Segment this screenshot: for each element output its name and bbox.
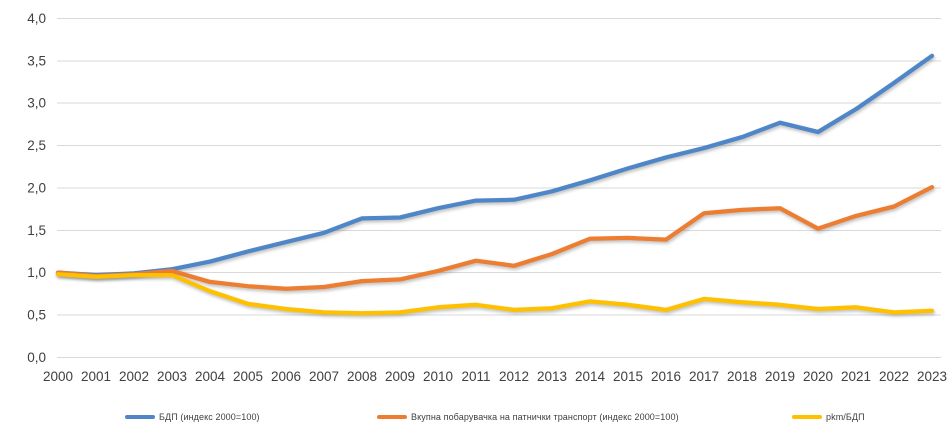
x-axis-tick-label: 2006	[271, 369, 301, 384]
x-axis-tick-label: 2000	[43, 369, 73, 384]
x-axis-tick-label: 2017	[689, 369, 719, 384]
x-axis-tick-label: 2021	[841, 369, 871, 384]
series-line-transport-demand	[55, 184, 935, 291]
x-axis-tick-label: 2002	[119, 369, 149, 384]
x-axis-tick-label: 2012	[499, 369, 529, 384]
y-axis-tick-label: 0,5	[27, 307, 46, 322]
y-axis-tick-label: 1,0	[27, 265, 46, 280]
x-axis-tick-label: 2016	[651, 369, 681, 384]
x-axis-tick-label: 2005	[233, 369, 263, 384]
y-axis-tick-label: 3,0	[27, 96, 46, 111]
series-line-gdp	[55, 53, 935, 278]
x-axis-tick-label: 2011	[461, 369, 490, 384]
x-axis-tick-label: 2023	[917, 369, 947, 384]
y-axis-tick-label: 0,0	[27, 350, 46, 365]
x-axis-tick-label: 2004	[195, 369, 226, 384]
x-axis-tick-label: 2001	[81, 369, 111, 384]
x-axis-tick-label: 2008	[347, 369, 377, 384]
x-axis-tick-label: 2022	[879, 369, 909, 384]
x-axis-tick-label: 2007	[309, 369, 339, 384]
y-axis-tick-label: 2,0	[27, 180, 46, 195]
y-axis-tick-label: 4,0	[27, 11, 46, 26]
x-axis-tick-label: 2003	[157, 369, 187, 384]
y-axis-tick-label: 2,5	[27, 138, 46, 153]
x-axis-tick-label: 2013	[537, 369, 567, 384]
x-axis-tick-label: 2009	[385, 369, 415, 384]
y-axis-tick-label: 3,5	[27, 53, 46, 68]
y-axis-tick-label: 1,5	[27, 223, 46, 238]
x-axis-tick-label: 2015	[613, 369, 643, 384]
x-axis-tick-label: 2019	[765, 369, 795, 384]
x-axis-tick-label: 2020	[803, 369, 833, 384]
series-line-pkm-gdp	[55, 272, 935, 316]
x-axis-tick-label: 2010	[423, 369, 453, 384]
x-axis-tick-label: 2018	[727, 369, 757, 384]
x-axis-tick-label: 2014	[575, 369, 606, 384]
